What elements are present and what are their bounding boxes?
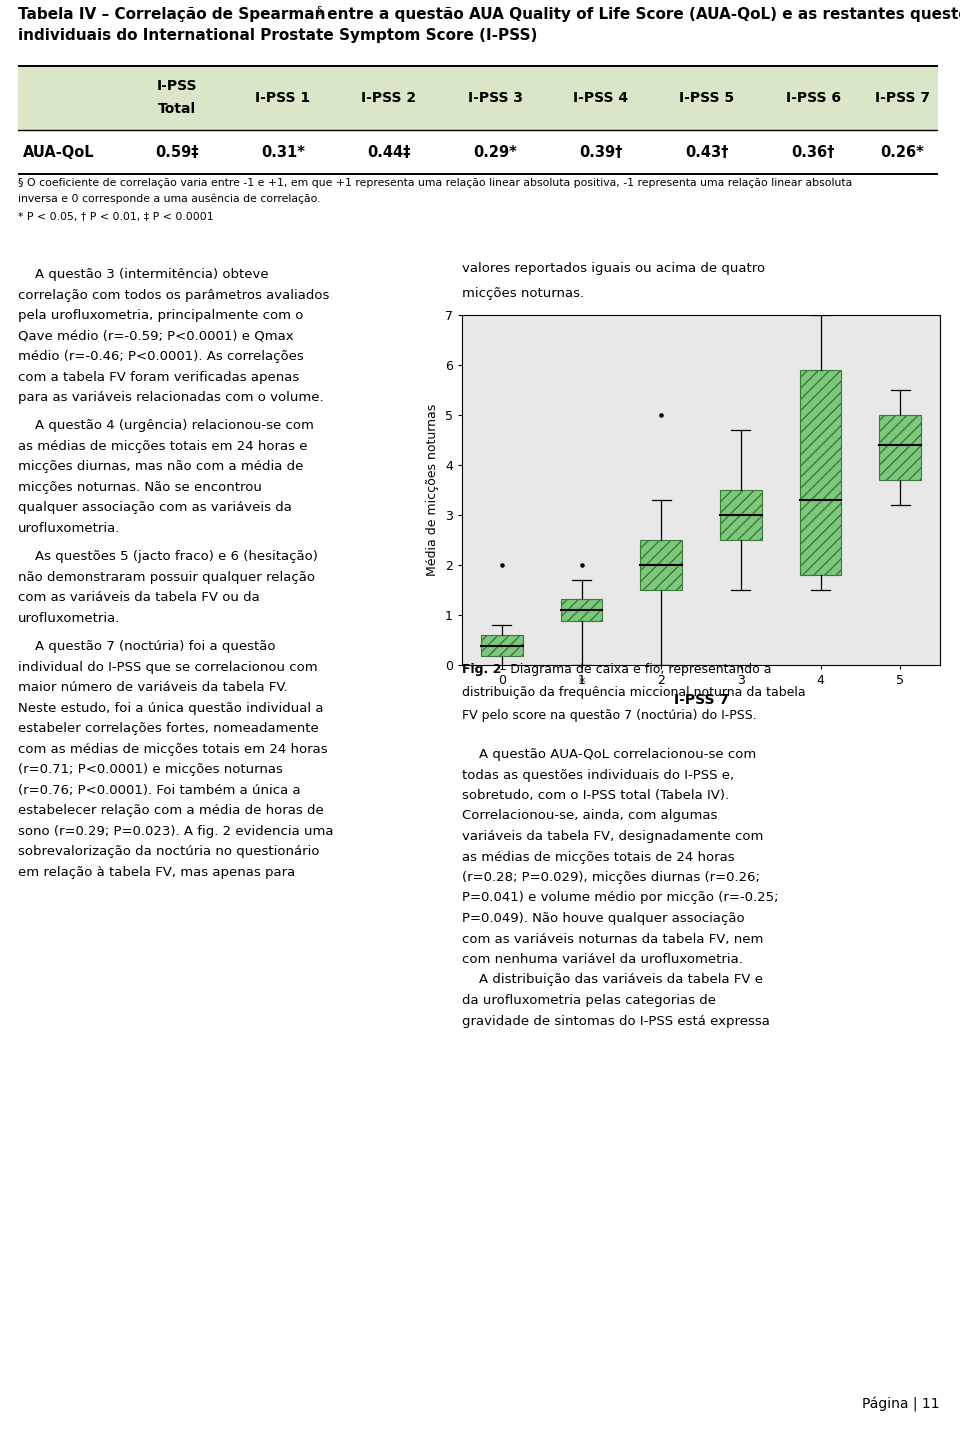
Text: I-PSS 5: I-PSS 5: [680, 90, 734, 104]
Text: entre a questão AUA Quality of Life Score (AUA-QoL) e as restantes questões: entre a questão AUA Quality of Life Scor…: [322, 7, 960, 21]
Bar: [800, 370, 841, 575]
Y-axis label: Média de micções noturnas: Média de micções noturnas: [426, 403, 440, 576]
Text: estabelecer relação com a média de horas de: estabelecer relação com a média de horas…: [18, 805, 324, 818]
Bar: [481, 635, 522, 656]
Text: sobrevalorização da noctúria no questionário: sobrevalorização da noctúria no question…: [18, 845, 320, 858]
Text: 0.36†: 0.36†: [791, 144, 834, 160]
Text: individual do I-PSS que se correlacionou com: individual do I-PSS que se correlacionou…: [18, 661, 318, 674]
Text: A distribuição das variáveis da tabela FV e: A distribuição das variáveis da tabela F…: [462, 974, 763, 987]
Text: I-PSS 4: I-PSS 4: [573, 90, 629, 104]
Text: qualquer associação com as variáveis da: qualquer associação com as variáveis da: [18, 502, 292, 515]
Text: Página | 11: Página | 11: [862, 1397, 940, 1413]
Text: FV pelo score na questão 7 (noctúria) do I-PSS.: FV pelo score na questão 7 (noctúria) do…: [462, 709, 756, 722]
Text: *: *: [578, 676, 585, 689]
Text: urofluxometria.: urofluxometria.: [18, 612, 120, 625]
Text: P=0.049). Não houve qualquer associação: P=0.049). Não houve qualquer associação: [462, 912, 745, 925]
Text: 0.59‡: 0.59‡: [156, 144, 199, 160]
Text: A questão 3 (intermitência) obteve: A questão 3 (intermitência) obteve: [18, 267, 269, 282]
Text: micções diurnas, mas não com a média de: micções diurnas, mas não com a média de: [18, 460, 303, 473]
Text: 0.26*: 0.26*: [880, 144, 924, 160]
Text: gravidade de sintomas do I-PSS está expressa: gravidade de sintomas do I-PSS está expr…: [462, 1014, 770, 1028]
Bar: [18, 130, 938, 174]
Text: A questão 4 (urgência) relacionou-se com: A questão 4 (urgência) relacionou-se com: [18, 419, 314, 432]
Text: P=0.041) e volume médio por micção (r=-0.25;: P=0.041) e volume médio por micção (r=-0…: [462, 891, 779, 905]
Text: maior número de variáveis da tabela FV.: maior número de variáveis da tabela FV.: [18, 682, 288, 695]
Text: correlação com todos os parâmetros avaliados: correlação com todos os parâmetros avali…: [18, 289, 329, 302]
Text: I-PSS 7: I-PSS 7: [875, 90, 929, 104]
X-axis label: I-PSS 7: I-PSS 7: [674, 692, 729, 706]
Text: A questão 7 (noctúria) foi a questão: A questão 7 (noctúria) foi a questão: [18, 641, 276, 654]
Text: não demonstraram possuir qualquer relação: não demonstraram possuir qualquer relaçã…: [18, 571, 315, 583]
Text: Qave médio (r=-0.59; P<0.0001) e Qmax: Qave médio (r=-0.59; P<0.0001) e Qmax: [18, 329, 294, 343]
Text: Fig. 2: Fig. 2: [462, 664, 501, 676]
Bar: [561, 599, 602, 621]
Text: 0.44‡: 0.44‡: [368, 144, 411, 160]
Text: Tabela IV – Correlação de Spearman: Tabela IV – Correlação de Spearman: [18, 7, 325, 21]
Text: 0.29*: 0.29*: [473, 144, 516, 160]
Text: pela urofluxometria, principalmente com o: pela urofluxometria, principalmente com …: [18, 309, 303, 322]
Text: AUA-QoL: AUA-QoL: [23, 144, 95, 160]
Text: micções noturnas.: micções noturnas.: [462, 287, 584, 300]
Text: 0.43†: 0.43†: [685, 144, 729, 160]
Text: I-PSS 2: I-PSS 2: [361, 90, 417, 104]
Text: I-PSS: I-PSS: [156, 79, 197, 93]
Text: estabeler correlações fortes, nomeadamente: estabeler correlações fortes, nomeadamen…: [18, 722, 319, 735]
Text: micções noturnas. Não se encontrou: micções noturnas. Não se encontrou: [18, 480, 262, 493]
Text: da urofluxometria pelas categorias de: da urofluxometria pelas categorias de: [462, 994, 716, 1007]
Bar: [879, 415, 921, 480]
Text: com nenhuma variável da urofluxometria.: com nenhuma variável da urofluxometria.: [462, 952, 743, 967]
Text: § O coeficiente de correlação varia entre -1 e +1, em que +1 representa uma rela: § O coeficiente de correlação varia entr…: [18, 177, 852, 187]
Text: (r=0.76; P<0.0001). Foi também a única a: (r=0.76; P<0.0001). Foi também a única a: [18, 784, 300, 797]
Text: urofluxometria.: urofluxometria.: [18, 522, 120, 535]
Text: §: §: [316, 4, 322, 14]
Text: sono (r=0.29; P=0.023). A fig. 2 evidencia uma: sono (r=0.29; P=0.023). A fig. 2 evidenc…: [18, 825, 333, 838]
Text: com a tabela FV foram verificadas apenas: com a tabela FV foram verificadas apenas: [18, 370, 300, 383]
Text: médio (r=-0.46; P<0.0001). As correlações: médio (r=-0.46; P<0.0001). As correlaçõe…: [18, 350, 303, 363]
Text: (r=0.71; P<0.0001) e micções noturnas: (r=0.71; P<0.0001) e micções noturnas: [18, 764, 283, 776]
Bar: [18, 64, 938, 130]
Text: (r=0.28; P=0.029), micções diurnas (r=0.26;: (r=0.28; P=0.029), micções diurnas (r=0.…: [462, 871, 760, 884]
Text: 0.39†: 0.39†: [579, 144, 623, 160]
Text: Neste estudo, foi a única questão individual a: Neste estudo, foi a única questão indivi…: [18, 702, 324, 715]
Text: individuais do International Prostate Symptom Score (I-PSS): individuais do International Prostate Sy…: [18, 29, 538, 43]
Text: I-PSS 3: I-PSS 3: [468, 90, 522, 104]
Text: as médias de micções totais de 24 horas: as médias de micções totais de 24 horas: [462, 851, 734, 864]
Text: A questão AUA-QoL correlacionou-se com: A questão AUA-QoL correlacionou-se com: [462, 748, 756, 761]
Text: Total: Total: [158, 102, 196, 116]
Text: com as variáveis da tabela FV ou da: com as variáveis da tabela FV ou da: [18, 592, 260, 605]
Text: distribuição da frequência miccional noturna da tabela: distribuição da frequência miccional not…: [462, 686, 805, 699]
Text: inversa e 0 corresponde a uma ausência de correlação.: inversa e 0 corresponde a uma ausência d…: [18, 194, 321, 204]
Text: – Diagrama de caixa e fio, representando a: – Diagrama de caixa e fio, representando…: [496, 664, 772, 676]
Text: 0.31*: 0.31*: [261, 144, 305, 160]
Bar: [640, 541, 682, 591]
Text: Correlacionou-se, ainda, com algumas: Correlacionou-se, ainda, com algumas: [462, 809, 717, 822]
Text: * P < 0.05, † P < 0.01, ‡ P < 0.0001: * P < 0.05, † P < 0.01, ‡ P < 0.0001: [18, 212, 214, 222]
Text: As questões 5 (jacto fraco) e 6 (hesitação): As questões 5 (jacto fraco) e 6 (hesitaç…: [18, 551, 318, 563]
Text: variáveis da tabela FV, designadamente com: variáveis da tabela FV, designadamente c…: [462, 829, 763, 844]
Text: sobretudo, com o I-PSS total (Tabela IV).: sobretudo, com o I-PSS total (Tabela IV)…: [462, 789, 730, 802]
Text: I-PSS 1: I-PSS 1: [255, 90, 311, 104]
Text: em relação à tabela FV, mas apenas para: em relação à tabela FV, mas apenas para: [18, 867, 296, 879]
Text: com as variáveis noturnas da tabela FV, nem: com as variáveis noturnas da tabela FV, …: [462, 932, 763, 945]
Text: para as variáveis relacionadas com o volume.: para as variáveis relacionadas com o vol…: [18, 390, 324, 405]
Bar: [720, 490, 761, 541]
Text: valores reportados iguais ou acima de quatro: valores reportados iguais ou acima de qu…: [462, 262, 765, 275]
Text: todas as questões individuais do I-PSS e,: todas as questões individuais do I-PSS e…: [462, 768, 734, 782]
Text: as médias de micções totais em 24 horas e: as médias de micções totais em 24 horas …: [18, 440, 307, 453]
Text: com as médias de micções totais em 24 horas: com as médias de micções totais em 24 ho…: [18, 744, 327, 756]
Text: I-PSS 6: I-PSS 6: [785, 90, 841, 104]
